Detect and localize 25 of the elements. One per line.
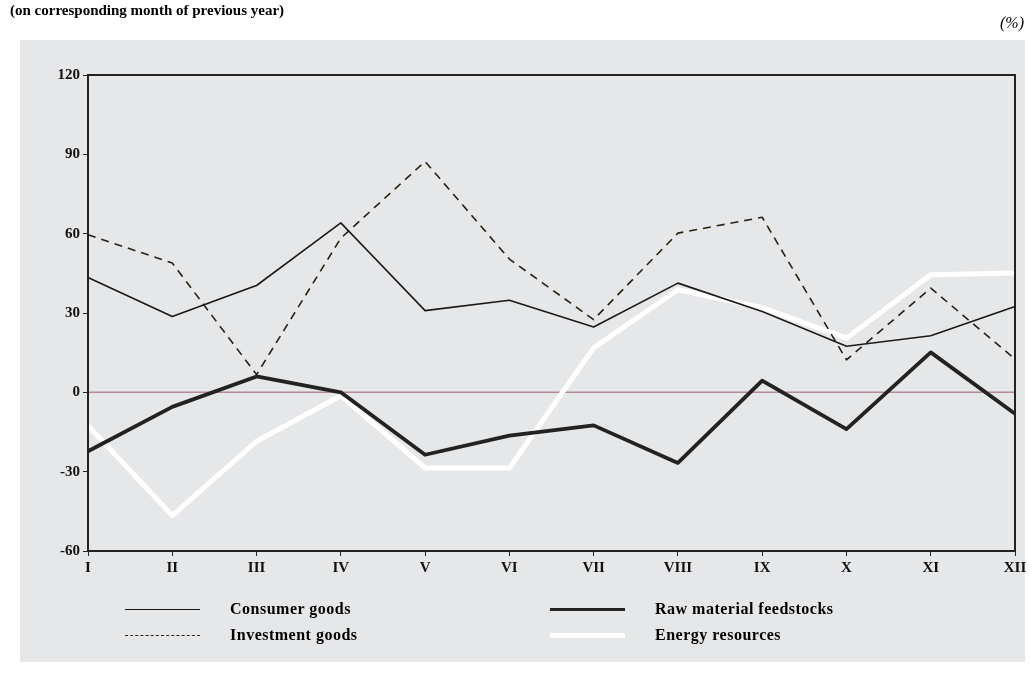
x-tick-label: II (166, 558, 179, 575)
x-tick-label: XI (922, 558, 940, 575)
x-tick-label: X (841, 558, 853, 575)
legend-label: Raw material feedstocks (655, 600, 835, 618)
x-tick-label: VII (582, 558, 606, 575)
y-tick-label: -60 (60, 541, 80, 558)
x-tick-label: IV (332, 558, 350, 575)
y-tick-label: 120 (57, 65, 80, 82)
legend-label: Investment goods (230, 626, 359, 644)
y-tick-label: -30 (60, 462, 80, 479)
y-axis-title: (%) (1000, 14, 1024, 32)
x-tick-label: VI (501, 558, 518, 575)
y-tick-label: 90 (65, 145, 80, 162)
y-tick-label: 60 (65, 224, 80, 241)
x-tick-label: III (247, 558, 266, 575)
x-tick-label: VIII (663, 558, 693, 575)
x-tick-label: XII (1003, 558, 1027, 575)
x-tick-label: IX (753, 558, 771, 575)
x-tick-label: V (419, 558, 431, 575)
legend-label: Energy resources (655, 626, 783, 644)
legend-label: Consumer goods (230, 600, 352, 618)
x-tick-label: I (85, 558, 92, 575)
y-tick-label: 30 (65, 303, 80, 320)
y-tick-label: 0 (72, 383, 80, 400)
chart-subtitle: (on corresponding month of previous year) (10, 2, 285, 19)
